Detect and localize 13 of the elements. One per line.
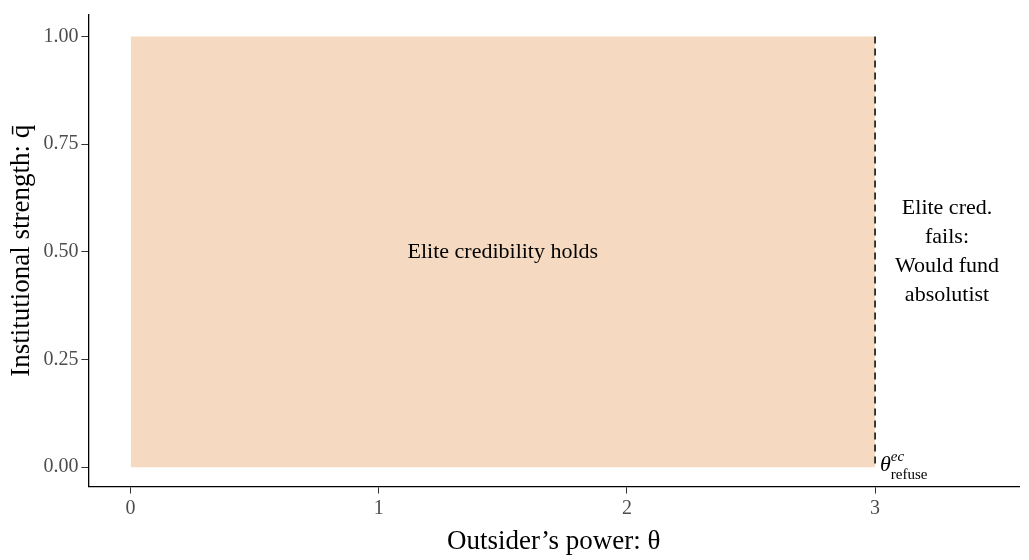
annotation: Elite credibility holds xyxy=(407,237,599,263)
x-axis-title: Outsider’s power: θ xyxy=(447,524,661,555)
y-axis-title: Institutional strength: q̄ xyxy=(5,124,36,377)
y-tick-label: 0.50 xyxy=(43,239,79,262)
y-tick-label: 0.00 xyxy=(43,454,79,477)
x-tick-label: 3 xyxy=(870,495,881,518)
x-tick-label: 2 xyxy=(621,495,632,518)
x-tick-label: 0 xyxy=(125,495,136,518)
annotation: Elite cred. fails: Would fund absolutist xyxy=(895,194,1000,307)
x-tick-label: 1 xyxy=(373,495,384,518)
y-tick-label: 1.00 xyxy=(43,23,79,46)
y-tick-label: 0.25 xyxy=(43,346,79,369)
y-tick-label: 0.75 xyxy=(43,131,79,154)
